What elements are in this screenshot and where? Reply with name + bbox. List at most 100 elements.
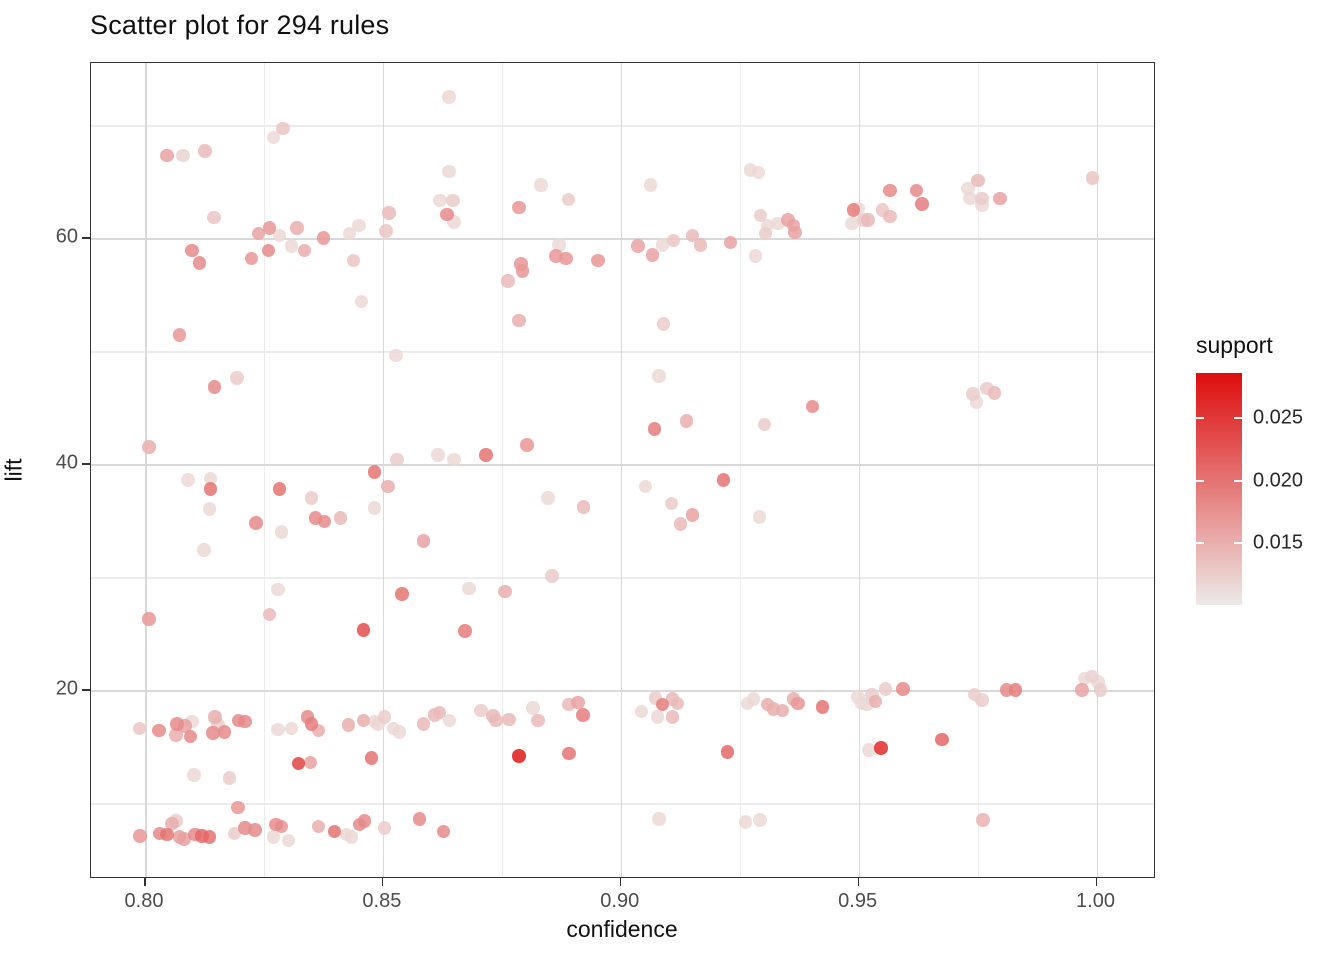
data-point bbox=[142, 440, 156, 454]
data-point bbox=[652, 369, 666, 383]
y-major-gridline bbox=[91, 464, 1154, 466]
data-point bbox=[753, 208, 768, 223]
legend-tick-mark bbox=[1196, 479, 1204, 482]
data-point bbox=[238, 714, 252, 729]
data-point bbox=[655, 238, 670, 252]
data-point bbox=[133, 829, 147, 843]
x-major-gridline bbox=[858, 63, 861, 877]
y-minor-gridline bbox=[91, 125, 1154, 127]
data-point bbox=[862, 743, 876, 757]
data-point bbox=[202, 502, 217, 516]
data-point bbox=[183, 729, 198, 744]
data-point bbox=[390, 452, 404, 467]
data-point bbox=[304, 491, 319, 505]
data-point bbox=[276, 121, 290, 136]
data-point bbox=[367, 465, 382, 479]
data-point bbox=[815, 700, 830, 714]
data-point bbox=[963, 191, 977, 206]
data-point bbox=[356, 713, 371, 728]
data-point bbox=[634, 704, 649, 719]
data-point bbox=[791, 696, 805, 711]
data-point bbox=[249, 516, 263, 530]
legend-tick-mark bbox=[1234, 479, 1242, 482]
data-point bbox=[346, 253, 361, 268]
data-point bbox=[552, 238, 566, 252]
x-major-gridline bbox=[382, 63, 385, 877]
data-point bbox=[303, 755, 318, 770]
data-point bbox=[716, 473, 731, 487]
data-point bbox=[333, 511, 348, 525]
data-point bbox=[655, 697, 670, 712]
data-point bbox=[993, 191, 1007, 206]
data-point bbox=[576, 708, 590, 722]
x-tick-label: 0.85 bbox=[362, 890, 402, 912]
data-point bbox=[440, 207, 454, 222]
data-point bbox=[432, 705, 447, 720]
data-point bbox=[356, 623, 371, 637]
data-point bbox=[395, 587, 409, 601]
data-point bbox=[169, 728, 183, 742]
data-point bbox=[266, 130, 281, 145]
data-point bbox=[670, 696, 685, 711]
data-point bbox=[489, 713, 503, 728]
y-minor-gridline bbox=[91, 351, 1154, 353]
data-point bbox=[442, 713, 457, 728]
data-point bbox=[1085, 669, 1099, 684]
data-point bbox=[512, 200, 526, 215]
data-point bbox=[442, 164, 456, 179]
data-point bbox=[284, 239, 299, 253]
data-point bbox=[878, 682, 893, 696]
data-point bbox=[775, 703, 790, 718]
legend-tick-mark bbox=[1234, 542, 1242, 545]
x-tick-label: 0.90 bbox=[600, 890, 640, 912]
data-point bbox=[638, 479, 653, 494]
data-point bbox=[462, 581, 476, 596]
data-point bbox=[436, 824, 451, 838]
data-point bbox=[512, 749, 526, 763]
y-tick-label: 20 bbox=[55, 677, 78, 700]
data-point bbox=[975, 693, 989, 707]
data-point bbox=[207, 380, 222, 394]
data-point bbox=[1008, 683, 1023, 697]
data-point bbox=[248, 823, 262, 837]
data-point bbox=[673, 517, 688, 531]
y-major-gridline bbox=[91, 690, 1154, 692]
data-point bbox=[416, 717, 431, 731]
data-point bbox=[458, 624, 472, 638]
legend-tick-label: 0.020 bbox=[1253, 469, 1304, 492]
data-point bbox=[562, 746, 576, 761]
data-point bbox=[501, 274, 515, 288]
x-tick-mark bbox=[381, 878, 384, 886]
data-point bbox=[291, 756, 306, 771]
data-point bbox=[357, 814, 372, 828]
data-point bbox=[172, 328, 187, 342]
data-point bbox=[132, 721, 147, 736]
data-point bbox=[269, 817, 283, 832]
data-point bbox=[389, 348, 403, 363]
data-point bbox=[354, 294, 369, 309]
y-minor-gridline bbox=[91, 803, 1154, 805]
x-major-gridline bbox=[620, 63, 623, 877]
x-tick-label: 1.00 bbox=[1076, 890, 1115, 912]
data-point bbox=[561, 192, 576, 207]
data-point bbox=[498, 584, 512, 599]
data-point bbox=[752, 510, 767, 524]
data-point bbox=[751, 165, 766, 180]
data-point bbox=[231, 800, 245, 815]
data-point bbox=[412, 812, 427, 826]
data-point bbox=[757, 417, 772, 432]
data-point bbox=[187, 768, 201, 782]
x-major-gridline bbox=[145, 63, 147, 877]
data-point bbox=[271, 722, 285, 737]
data-point bbox=[261, 243, 276, 258]
data-point bbox=[431, 448, 445, 462]
x-tick-label: 0.95 bbox=[838, 890, 878, 912]
data-point bbox=[645, 248, 660, 262]
y-minor-gridline bbox=[91, 577, 1154, 579]
data-point bbox=[753, 813, 767, 827]
data-point bbox=[271, 582, 285, 597]
legend-tick-label: 0.025 bbox=[1253, 406, 1304, 429]
data-point bbox=[643, 178, 658, 192]
data-point bbox=[526, 701, 540, 715]
data-point bbox=[262, 607, 277, 622]
